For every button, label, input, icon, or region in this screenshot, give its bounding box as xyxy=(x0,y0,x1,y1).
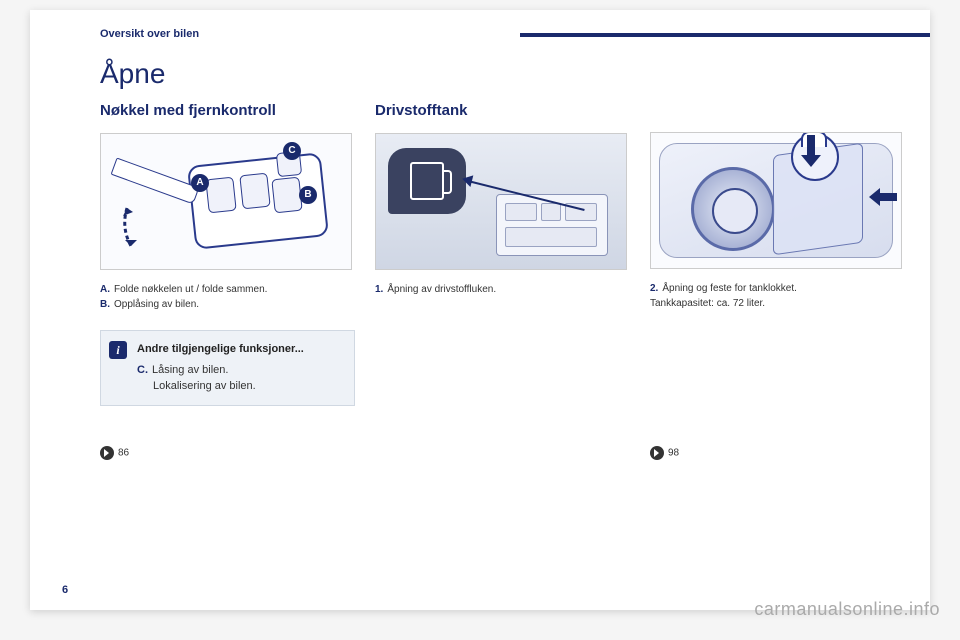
info-icon: i xyxy=(109,341,127,359)
page-title: Åpne xyxy=(100,58,165,90)
info-c-text: Låsing av bilen. xyxy=(152,364,228,376)
caption-b-text: Opplåsing av bilen. xyxy=(114,299,199,310)
caption-a: A. Folde nøkkelen ut / folde sammen. xyxy=(100,282,355,297)
caption-b-key: B. xyxy=(100,299,110,310)
console-slot xyxy=(505,203,537,221)
info-c-key: C. xyxy=(137,364,148,376)
key-button xyxy=(239,173,270,210)
info-title: Andre tilgjengelige funksjoner... xyxy=(137,341,342,358)
header-rule xyxy=(520,33,930,37)
caption-b: B. Opplåsing av bilen. xyxy=(100,297,355,312)
key-button xyxy=(205,177,236,214)
forward-arrow-icon xyxy=(650,446,664,460)
caption-a-text: Folde nøkkelen ut / folde sammen. xyxy=(114,284,267,295)
caption-1: 1. Åpning av drivstoffluken. xyxy=(375,282,630,297)
console-slot xyxy=(541,203,561,221)
caption-1-key: 1. xyxy=(375,284,383,295)
callout-a: A xyxy=(191,174,209,192)
callout-b: B xyxy=(299,186,317,204)
callout-c: C xyxy=(283,142,301,160)
section-label: Oversikt over bilen xyxy=(100,28,199,40)
figure-key-remote: A B C xyxy=(100,133,352,270)
fuel-pump-icon xyxy=(388,148,466,214)
info-line-c: C. Låsing av bilen. xyxy=(137,362,342,379)
watermark: carmanualsonline.info xyxy=(754,599,940,620)
caption-2: 2. Åpning og feste for tanklokket. xyxy=(650,281,910,296)
side-arrow-icon xyxy=(879,193,897,201)
info-line-extra: Lokalisering av bilen. xyxy=(137,378,342,395)
figure-fuel-flap xyxy=(650,132,902,269)
key-button xyxy=(271,177,302,214)
fold-arrow-icon xyxy=(119,204,167,252)
page-number: 6 xyxy=(62,584,68,596)
key-blade xyxy=(111,157,200,204)
column-fuel-flap: 2. Åpning og feste for tanklokket. Tankka… xyxy=(650,102,910,311)
capacity-text: Tankkapasitet: ca. 72 liter. xyxy=(650,296,910,311)
page-ref-number: 86 xyxy=(118,448,129,459)
caption-a-key: A. xyxy=(100,284,110,295)
info-box: i Andre tilgjengelige funksjoner... C. Lå… xyxy=(100,330,355,406)
manual-page: Oversikt over bilen Åpne Nøkkel med fjer… xyxy=(30,10,930,610)
caption-2-key: 2. xyxy=(650,283,658,294)
console-slot xyxy=(505,227,597,247)
page-ref-right: 98 xyxy=(650,446,679,460)
down-arrow-icon xyxy=(807,135,821,167)
page-ref-left: 86 xyxy=(100,446,129,460)
figure-fuel-release xyxy=(375,133,627,270)
caption-1-text: Åpning av drivstoffluken. xyxy=(387,284,496,295)
filler-neck xyxy=(691,167,775,251)
forward-arrow-icon xyxy=(100,446,114,460)
column-key-remote: Nøkkel med fjernkontroll A B C A. Folde n… xyxy=(100,102,355,406)
subtitle-fuel-tank: Drivstofftank xyxy=(375,102,630,119)
column-fuel-release: Drivstofftank 1. Åpning av drivstoffluken… xyxy=(375,102,630,297)
caption-2-text: Åpning og feste for tanklokket. xyxy=(662,283,797,294)
center-console xyxy=(496,194,608,256)
pump-glyph xyxy=(410,162,444,200)
page-ref-number: 98 xyxy=(668,448,679,459)
spacer xyxy=(650,102,910,132)
subtitle-key-remote: Nøkkel med fjernkontroll xyxy=(100,102,355,119)
